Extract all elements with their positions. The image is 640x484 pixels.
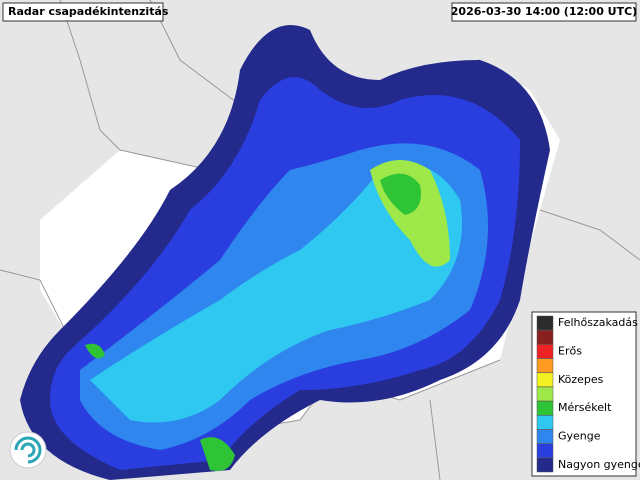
legend-swatch (536, 344, 554, 359)
legend-label: Gyenge (558, 430, 601, 443)
legend-swatch (536, 443, 554, 459)
logo-mark (14, 436, 42, 464)
title: Radar csapadékintenzitás (8, 5, 169, 18)
title-box (2, 2, 164, 22)
legend-swatch (536, 457, 554, 473)
legend-swatch (536, 329, 554, 345)
legend-swatch (536, 315, 554, 331)
legend-label: Mérsékelt (558, 401, 612, 414)
legend-swatch (536, 358, 554, 373)
legend-swatch (536, 372, 554, 388)
precipitation (20, 25, 550, 480)
timestamp: 2026-03-30 14:00 (12:00 UTC) (451, 5, 637, 18)
legend-label: Felhőszakadás (558, 316, 638, 329)
legend-label: Nagyon gyenge (558, 458, 640, 471)
legend-swatch (536, 415, 554, 430)
legend-swatch (536, 400, 554, 416)
timestamp-box (451, 2, 637, 22)
legend-label: Közepes (558, 373, 604, 386)
legend-swatch (536, 386, 554, 402)
legend: Felhőszakadás Erős Közepes Mérsékelt Gyenge N… (536, 315, 640, 473)
legend-swatch (536, 429, 554, 444)
legend-label: Erős (558, 344, 582, 357)
